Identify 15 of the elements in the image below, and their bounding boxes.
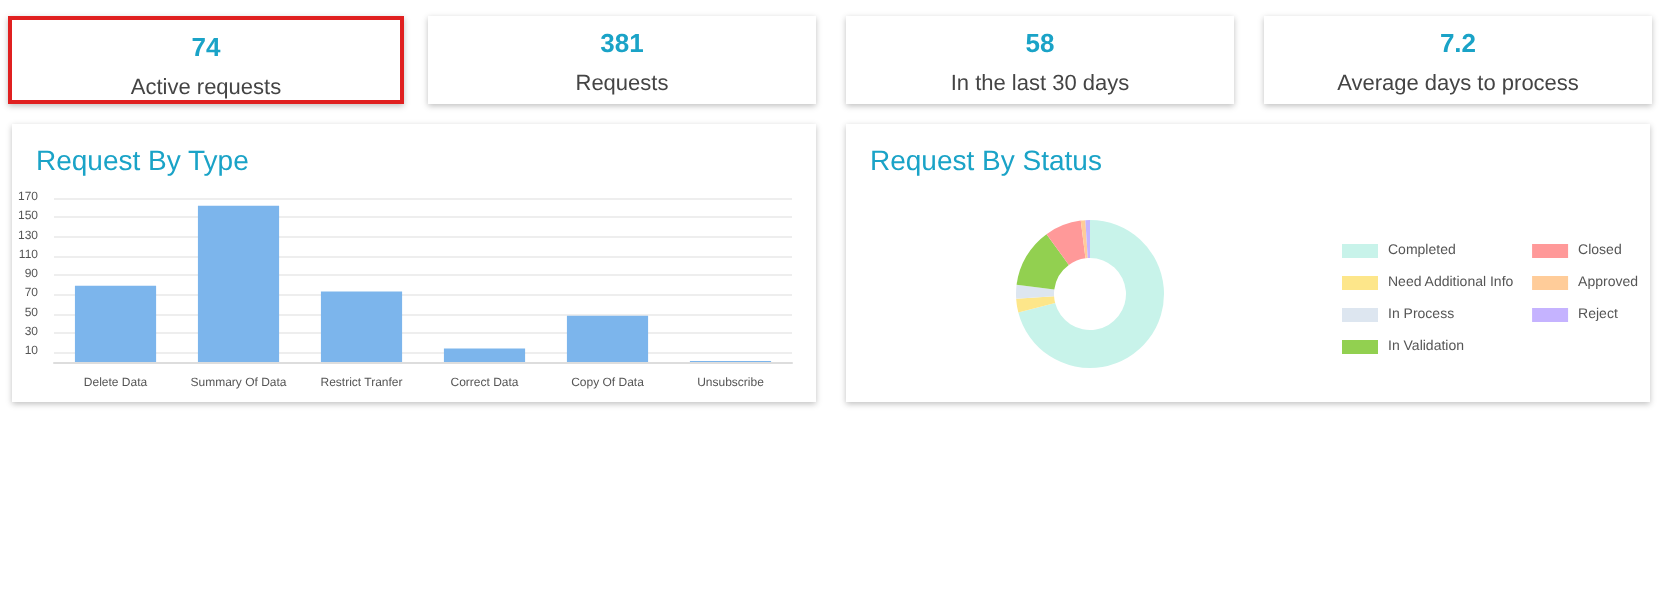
chart-title: Request By Type — [36, 144, 250, 176]
bar — [566, 315, 649, 362]
text: 7.2 — [1437, 28, 1479, 60]
text: 381 — [598, 28, 646, 60]
text: Active requests — [128, 76, 284, 102]
text: Requests — [573, 72, 671, 98]
text: Average days to process — [1335, 72, 1581, 98]
text: 74 — [189, 32, 223, 64]
bar — [197, 205, 280, 362]
text: In the last 30 days — [948, 72, 1132, 98]
bar — [320, 291, 403, 362]
bar — [443, 348, 526, 362]
text: 58 — [1023, 28, 1057, 60]
bar — [74, 285, 157, 362]
chart-title: Request By Status — [870, 144, 1102, 176]
